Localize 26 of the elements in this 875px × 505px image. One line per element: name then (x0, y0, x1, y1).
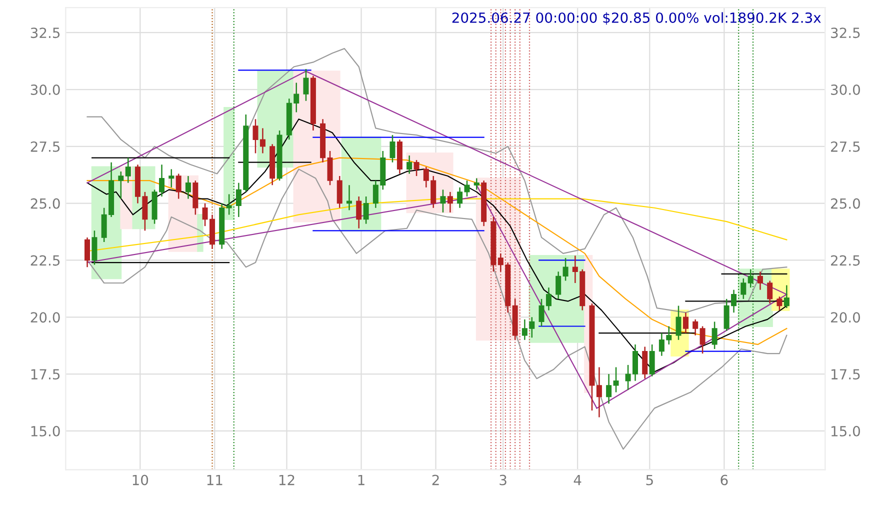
x-tick-label: 2 (432, 474, 439, 486)
y-tick-label: 17.5 (31, 369, 60, 380)
y-tick-label: 27.5 (30, 141, 60, 152)
y2-tick-label: 30.0 (831, 84, 860, 95)
x-tick-label: 11 (207, 474, 222, 486)
x-tick-label: 10 (132, 474, 148, 486)
y-tick-label: 20.0 (30, 312, 60, 323)
x-tick-label: 5 (646, 474, 653, 486)
y2-tick-label: 22.5 (831, 255, 860, 266)
x-tick-label: 1 (358, 474, 364, 486)
y-tick-label: 15.0 (31, 426, 60, 436)
y2-tick-label: 20.0 (831, 312, 860, 323)
chart-title: 2025.06.27 00:00:00 $20.85 0.00% vol:1890.2K 2.3x (452, 12, 821, 25)
y2-tick-label: 27.5 (831, 141, 860, 152)
y2-tick-label: 15.0 (832, 426, 860, 436)
y2-tick-label: 25.0 (831, 198, 860, 209)
x-tick-label: 12 (279, 474, 294, 486)
y-tick-label: 30.0 (30, 84, 60, 95)
x-tick-label: 6 (720, 474, 728, 486)
x-tick-label: 4 (574, 474, 582, 486)
y-tick-label: 22.5 (30, 255, 60, 266)
y-tick-label: 32.5 (30, 28, 60, 38)
y2-tick-label: 17.5 (832, 369, 860, 380)
y-tick-label: 25.0 (30, 198, 60, 209)
y2-tick-label: 32.5 (831, 28, 860, 38)
x-tick-label: 3 (500, 474, 506, 486)
